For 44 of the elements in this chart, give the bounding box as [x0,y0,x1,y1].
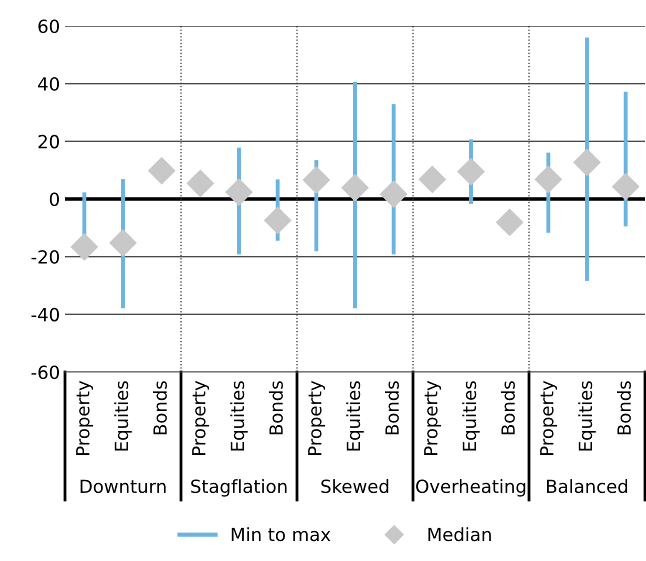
y-tick-label: -20 [32,250,59,264]
point [70,232,98,261]
y-tick-label: -60 [32,365,59,380]
point [457,158,485,186]
x-tick-label: Bonds [500,381,515,434]
point [341,174,369,202]
x-tick-label: Equities [346,381,364,450]
point [302,166,330,194]
x-tick-label: Property [76,380,94,455]
y-tick-label: 60 [38,19,59,34]
x-tick-label: Bonds [268,381,283,434]
text: Skewed [321,479,388,494]
x-tick-label: Property [308,380,326,455]
point [148,156,176,185]
x-tick-label: Bonds [152,381,167,434]
point [534,166,562,194]
x-tick-label: Property [540,380,558,455]
point [225,178,253,206]
point [418,166,446,194]
legend-label: Min to max [232,527,330,542]
y-tick-label: -40 [32,308,59,322]
y-tick-label: 40 [38,77,59,91]
text: Downturn [80,480,166,494]
x-tick-label: Equities [462,381,480,450]
point [496,208,524,236]
text: Stagflation [191,479,287,497]
x-tick-label: Property [192,380,210,455]
text: Balanced [547,479,628,494]
point [573,148,601,176]
text: Overheating [416,479,526,497]
y-tick-label: 0 [50,192,59,206]
x-tick-label: Bonds [384,381,399,434]
point [264,206,292,234]
point [612,172,640,200]
point [380,180,408,208]
y-tick-label: 20 [38,134,59,148]
x-tick-label: Equities [578,381,596,450]
legend-label: Median [428,527,491,542]
x-tick-label: Bonds [616,381,631,434]
x-tick-label: Property [424,380,442,455]
point [186,170,214,198]
x-tick-label: Equities [230,381,248,450]
x-tick-label: Equities [114,381,132,450]
point [109,228,137,257]
